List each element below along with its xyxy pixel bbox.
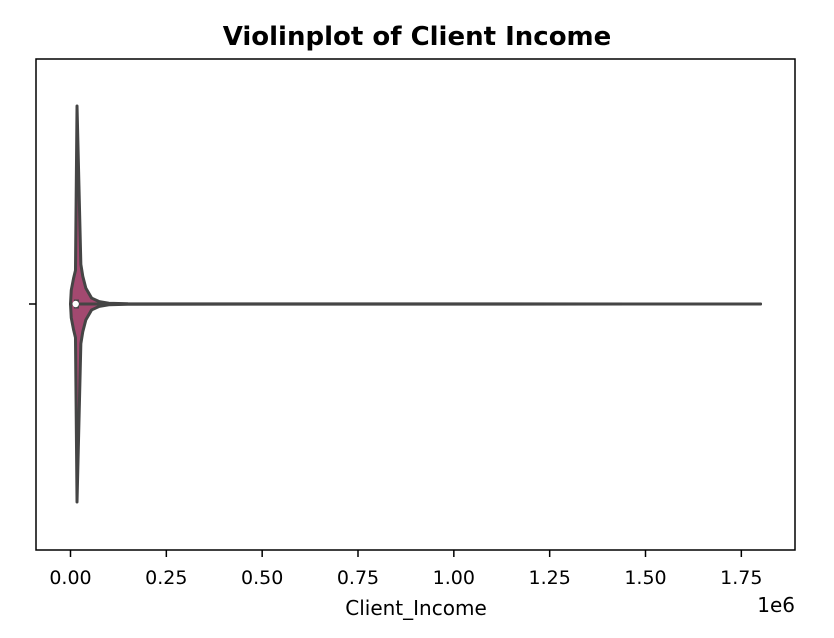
x-axis-label: Client_Income [345,596,487,620]
violin-layer [69,104,762,504]
x-axis-ticks: 0.00 0.25 0.50 0.75 1.00 1.25 1.50 1.75 [49,550,762,589]
x-tick-label: 0.50 [241,567,283,589]
violin-median-point [72,300,79,308]
x-tick-label: 1.00 [433,567,475,589]
x-tick-label: 1.50 [624,567,666,589]
x-tick-label: 0.00 [49,567,91,589]
x-tick-label: 1.75 [720,567,762,589]
x-tick-label: 1.25 [529,567,571,589]
x-tick-label: 0.75 [337,567,379,589]
x-tick-label: 0.25 [145,567,187,589]
x-axis-offset-label: 1e6 [757,593,795,617]
chart-title: Violinplot of Client Income [223,22,612,52]
